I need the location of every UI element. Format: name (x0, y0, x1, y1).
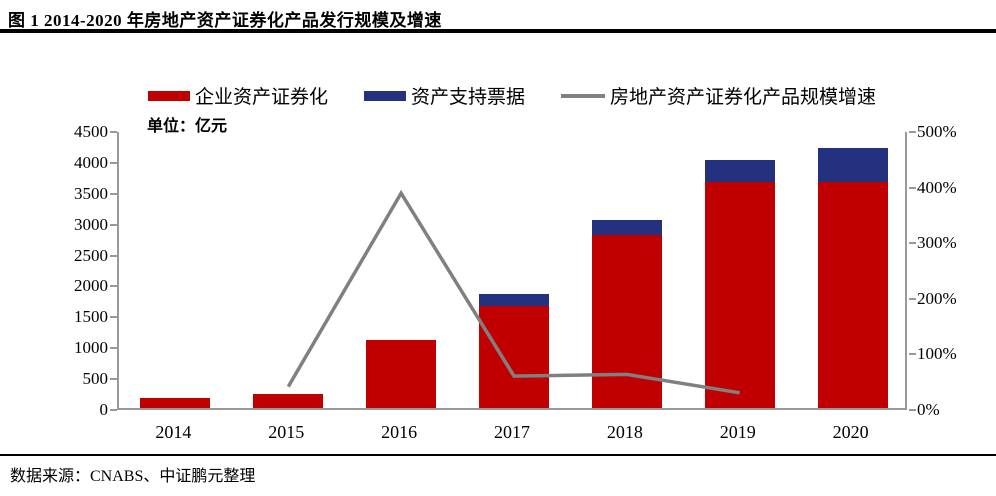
right-axis-tick-label: 300% (917, 233, 957, 253)
left-axis-tick (110, 378, 117, 381)
left-axis-tick-label: 500 (82, 369, 109, 389)
data-source-note: 数据来源：CNABS、中证鹏元整理 (10, 468, 256, 485)
chart-title: 图 1 2014-2020 年房地产资产证券化产品发行规模及增速 (8, 11, 442, 30)
footer-divider-rule (0, 454, 996, 456)
legend-label-growth-rate: 房地产资产证券化产品规模增速 (610, 87, 877, 108)
red-bar-swatch-icon (148, 90, 190, 101)
left-axis-tick-label: 2500 (74, 245, 108, 265)
left-axis-tick-label: 3000 (74, 214, 108, 234)
legend-label-corporate-abs: 企业资产证券化 (195, 87, 329, 108)
left-axis-tick (110, 161, 117, 164)
x-axis-label-2018: 2018 (606, 422, 643, 442)
plot-area (117, 132, 907, 410)
left-axis-tick (110, 316, 117, 319)
left-axis-tick-label: 2000 (74, 276, 108, 296)
title-divider-rule (0, 29, 996, 33)
left-axis-tick (110, 223, 117, 226)
right-axis-tick (909, 297, 916, 300)
bar-2016-red-segment (366, 340, 437, 408)
x-axis-label-2015: 2015 (268, 422, 305, 442)
blue-bar-swatch-icon (364, 90, 407, 101)
x-axis-label-2017: 2017 (494, 422, 530, 442)
left-axis-tick (110, 285, 117, 288)
bar-2019-red-segment (704, 181, 775, 408)
left-axis-tick-label: 4000 (74, 152, 108, 172)
left-axis-tick (110, 409, 117, 411)
left-axis-tick-label: 3500 (74, 183, 108, 203)
x-axis-label-2019: 2019 (719, 422, 756, 442)
left-axis-tick (110, 131, 117, 133)
bar-2018-blue-segment (591, 220, 662, 236)
right-axis-tick-label: 500% (917, 122, 957, 141)
legend-item-corporate-abs: 企业资产证券化 (148, 82, 328, 109)
growth-line-layer (286, 189, 740, 395)
bar-2020-red-segment (817, 181, 888, 408)
bar-2020-blue-segment (817, 147, 888, 182)
left-axis-tick-label: 4500 (74, 122, 108, 141)
right-axis-tick (909, 409, 916, 411)
bar-2014-red-segment (140, 397, 211, 408)
left-axis-tick (110, 254, 117, 257)
right-axis-tick (909, 186, 916, 189)
right-axis-tick-label: 0% (917, 400, 940, 419)
left-axis-tick (110, 347, 117, 350)
growth-rate-line (286, 189, 740, 395)
right-axis-tick-label: 200% (917, 288, 957, 308)
x-axis-label-2016: 2016 (381, 422, 418, 442)
left-axis-tick-label: 0 (99, 400, 109, 419)
x-axis-label-2014: 2014 (155, 422, 192, 442)
x-axis-label-2020: 2020 (832, 422, 869, 442)
bar-2015-red-segment (253, 393, 324, 408)
right-axis-tick (909, 131, 916, 133)
left-axis-tick-label: 1000 (74, 338, 108, 358)
left-axis-tick-label: 1500 (74, 307, 108, 327)
gray-line-swatch-icon (561, 93, 606, 98)
right-axis-tick (909, 353, 916, 356)
right-axis-tick (909, 242, 916, 245)
right-axis-tick-label: 400% (917, 177, 957, 197)
legend-label-abn: 资产支持票据 (411, 87, 526, 108)
bar-2017-red-segment (479, 306, 549, 408)
chart-legend: 企业资产证券化 资产支持票据 房地产资产证券化产品规模增速 (148, 82, 876, 109)
legend-item-growth-rate: 房地产资产证券化产品规模增速 (561, 82, 876, 109)
legend-item-abn: 资产支持票据 (364, 82, 525, 109)
left-axis-tick (110, 192, 117, 195)
right-axis-tick-label: 100% (917, 344, 957, 364)
bar-2019-blue-segment (704, 159, 775, 182)
bar-2017-blue-segment (479, 293, 549, 307)
unit-label: 单位：亿元 (147, 118, 228, 135)
